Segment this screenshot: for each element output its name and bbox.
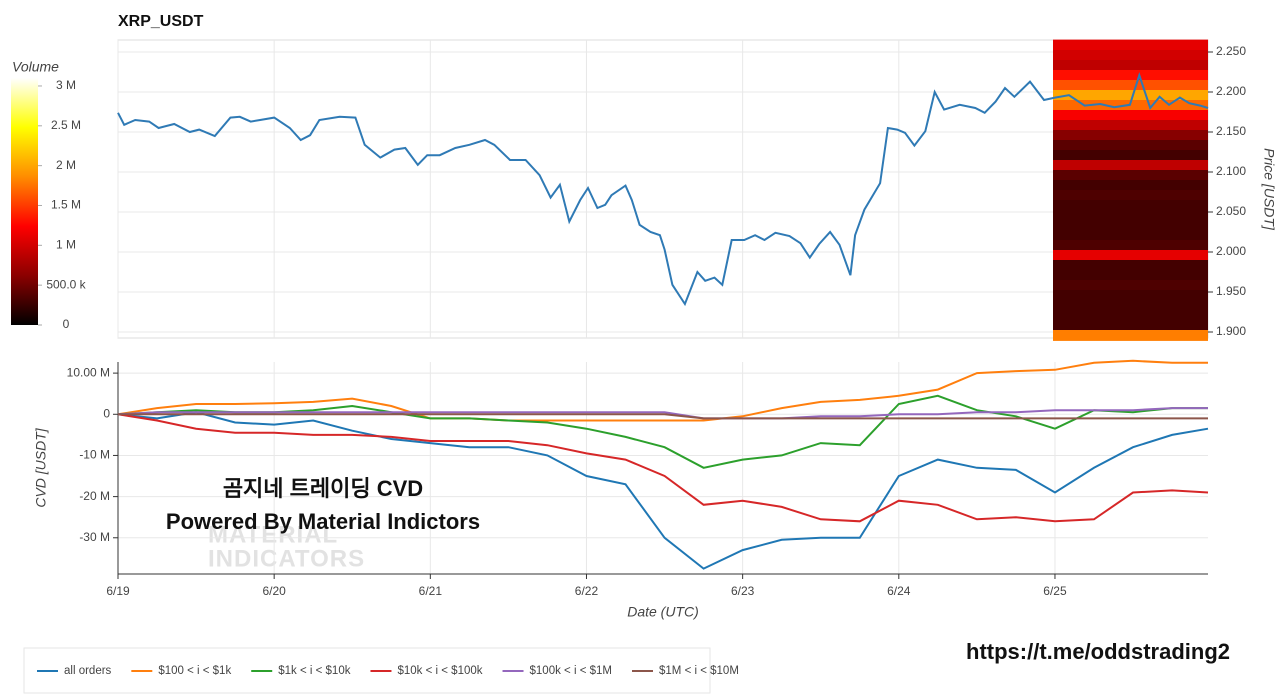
colorbar-title: Volume <box>12 59 59 75</box>
y-tick-label: 2.250 <box>1216 44 1246 58</box>
footer-link[interactable]: https://t.me/oddstrading2 <box>966 639 1230 664</box>
y-tick-label: 1.950 <box>1216 284 1246 298</box>
colorbar-tick-label: 500.0 k <box>46 277 86 291</box>
x-tick-label: 6/20 <box>262 584 286 598</box>
legend-label: $10k < i < $100k <box>397 665 482 677</box>
colorbar-tick-label: 0 <box>63 317 70 331</box>
heatmap-cell <box>1053 50 1208 61</box>
y-tick-label: 1.900 <box>1216 324 1246 338</box>
watermark: INDICATORS <box>208 545 365 572</box>
y-tick-label: 0 <box>103 406 110 420</box>
heatmap-cell <box>1053 230 1208 241</box>
x-tick-label: 6/23 <box>731 584 755 598</box>
legend: all orders $100 < i < $1k $1k < i < $10k $1… <box>37 665 739 677</box>
heatmap-cell <box>1053 150 1208 161</box>
heatmap-cell <box>1053 320 1208 331</box>
series-line <box>118 413 1208 420</box>
series-line <box>117 394 1208 469</box>
heatmap-cell <box>1053 39 1208 51</box>
series-line <box>117 71 1209 307</box>
heatmap-cell <box>1053 300 1208 311</box>
heatmap-cell <box>1053 280 1208 291</box>
colorbar-tick-label: 2.5 M <box>51 118 81 132</box>
x-tick-label: 6/25 <box>1043 584 1067 598</box>
heatmap-cell <box>1053 120 1208 131</box>
legend-label: $1k < i < $10k <box>278 665 350 677</box>
colorbar <box>11 78 38 325</box>
heatmap-cell <box>1053 130 1208 141</box>
heatmap-cell <box>1053 250 1208 261</box>
x-axis-label: Date (UTC) <box>627 604 699 620</box>
heatmap-cell <box>1053 290 1208 301</box>
heatmap-cell <box>1053 190 1208 201</box>
heatmap-cell <box>1053 260 1208 271</box>
heatmap-cell <box>1053 110 1208 121</box>
legend-label: $1M < i < $10M <box>659 665 739 677</box>
heatmap-cell <box>1053 330 1208 341</box>
heatmap-cell <box>1053 220 1208 231</box>
heatmap-cell <box>1053 90 1208 101</box>
y-axis-label: CVD [USDT] <box>33 427 49 507</box>
legend-label: all orders <box>64 665 112 677</box>
y-tick-label: 2.150 <box>1216 124 1246 138</box>
x-tick-label: 6/24 <box>887 584 911 598</box>
annotation: Powered By Material Indictors <box>166 509 480 534</box>
series-line <box>117 359 1208 422</box>
plot-frame <box>117 39 1209 339</box>
y-tick-label: -10 M <box>79 448 110 462</box>
series-line <box>117 411 1209 570</box>
heatmap-cell <box>1053 160 1208 171</box>
y-tick-label: 2.100 <box>1216 164 1246 178</box>
y-tick-label: 2.050 <box>1216 204 1246 218</box>
colorbar-tick-label: 1 M <box>56 237 76 251</box>
chart-title: XRP_USDT <box>118 13 204 30</box>
legend-label: $100 < i < $1k <box>158 665 231 677</box>
colorbar-tick-label: 3 M <box>56 78 76 92</box>
y-tick-label: -20 M <box>79 489 110 503</box>
heatmap-cell <box>1053 140 1208 151</box>
heatmap-cell <box>1053 210 1208 221</box>
y-tick-label: 10.00 M <box>67 365 110 379</box>
heatmap-cell <box>1053 240 1208 251</box>
heatmap-cell <box>1053 60 1208 71</box>
heatmap-cell <box>1053 270 1208 281</box>
heatmap-cell <box>1053 310 1208 321</box>
watermark: MATERIAL <box>208 521 338 548</box>
annotation: 곰지네 트레이딩 CVD <box>223 476 423 501</box>
colorbar-tick-label: 2 M <box>56 158 76 172</box>
y-axis-label: Price [USDT] <box>1261 148 1277 231</box>
heatmap-cell <box>1053 70 1208 81</box>
heatmap-cell <box>1053 200 1208 211</box>
heatmap-cell <box>1053 170 1208 181</box>
x-tick-label: 6/22 <box>575 584 599 598</box>
y-tick-label: 2.200 <box>1216 84 1246 98</box>
series-line <box>117 413 1209 523</box>
heatmap-cell <box>1053 180 1208 191</box>
x-tick-label: 6/21 <box>419 584 443 598</box>
series-line <box>117 407 1208 420</box>
colorbar-tick-label: 1.5 M <box>51 198 81 212</box>
y-tick-label: 2.000 <box>1216 244 1246 258</box>
x-tick-label: 6/19 <box>106 584 130 598</box>
legend-label: $100k < i < $1M <box>530 665 612 677</box>
heatmap-cell <box>1053 80 1208 91</box>
y-tick-label: -30 M <box>79 530 110 544</box>
